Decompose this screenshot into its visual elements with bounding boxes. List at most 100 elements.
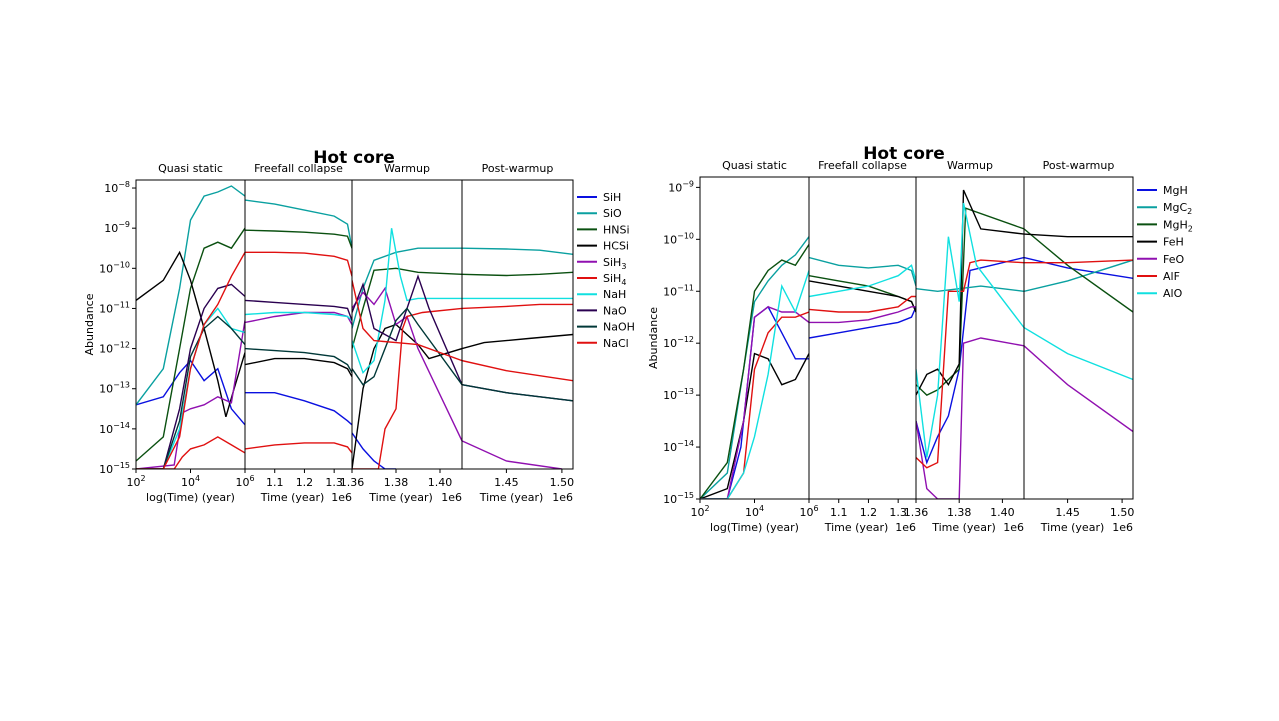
series-line-alo: [809, 264, 916, 298]
y-tick-label: 10−9: [668, 179, 694, 194]
chart-title: Hot core: [313, 148, 395, 168]
x-tick-label: 106: [235, 474, 254, 489]
x-tick-label: 1.40: [428, 476, 453, 489]
series-line-sih: [245, 392, 352, 426]
series-line-mgc2: [809, 256, 916, 287]
series-line-mgc2: [916, 285, 1024, 293]
chart-2: Hot core Abundance 10−15 10−14 10−13 10−12 10−…: [647, 144, 1193, 534]
series-line-sih4: [462, 303, 573, 310]
series-line-mgc2: [700, 236, 809, 499]
panel-label: Quasi static: [158, 162, 223, 175]
series-line-feh: [916, 189, 1024, 396]
chart-title: Hot core: [863, 144, 945, 164]
chart-1: Hot core Abundance 10−15 10−14 10−13 10−12 10−…: [83, 148, 635, 504]
y-tick-label: 10−10: [99, 260, 130, 275]
series-line-sih4: [352, 307, 462, 469]
x-offset-label: 1e6: [331, 491, 352, 504]
panel-label: Freefall collapse: [254, 162, 343, 175]
series-line-nacl: [245, 251, 352, 277]
y-tick-label: 10−15: [663, 491, 694, 506]
y-tick-label: 10−13: [663, 387, 694, 402]
series-line-sio: [245, 199, 352, 249]
series-line-alf: [809, 295, 916, 313]
y-axis-label: Abundance: [647, 307, 660, 369]
x-tick-label: 1.1: [830, 506, 848, 519]
series-line-nah: [136, 307, 245, 469]
legend-label: SiH: [603, 191, 621, 204]
y-axis-label: Abundance: [83, 293, 96, 355]
panel-frame: [351, 179, 463, 470]
legend-label: SiH4: [603, 272, 626, 287]
legend-label: FeH: [1163, 236, 1184, 249]
series-line-sih4: [245, 442, 352, 454]
legend-label: NaCl: [603, 337, 629, 350]
series-line-hcsi: [462, 333, 573, 350]
panel-frame: [461, 179, 574, 470]
series-line-sih3: [352, 286, 462, 442]
x-axis-label: Time (year): [260, 491, 325, 504]
series-line-feo: [916, 337, 1024, 499]
x-offset-label: 1e6: [1112, 521, 1133, 534]
x-offset-label: 1e6: [895, 521, 916, 534]
legend-label: MgH2: [1163, 218, 1193, 233]
series-line-sio: [462, 247, 573, 255]
x-tick-label: 1.40: [990, 506, 1015, 519]
series-line-hnsi: [136, 227, 245, 462]
x-offset-label: 1e6: [1003, 521, 1024, 534]
x-axis-label: log(Time) (year): [710, 521, 799, 534]
series-line-feh: [809, 280, 916, 313]
series-line-feo: [1024, 345, 1133, 433]
x-axis-label: log(Time) (year): [146, 491, 235, 504]
series-line-mgh: [1024, 256, 1133, 279]
x-tick-label: 104: [181, 474, 200, 489]
panel-label: Freefall collapse: [818, 159, 907, 172]
series-line-alo: [1024, 326, 1133, 381]
series-line-alo: [916, 202, 1024, 458]
series-line-hnsi: [352, 267, 462, 349]
series-line-sio: [136, 185, 245, 406]
x-tick-label: 106: [799, 504, 818, 519]
series-line-hcsi: [245, 357, 352, 378]
x-offset-label: 1e6: [441, 491, 462, 504]
panel-frame: [699, 176, 810, 500]
series-line-alf: [700, 311, 809, 499]
legend-label: SiH3: [603, 256, 626, 271]
series-line-sih3: [136, 320, 245, 469]
series-line-alo: [700, 270, 809, 499]
series-line-feo: [700, 306, 809, 499]
x-axis-label: Time (year): [1040, 521, 1105, 534]
x-tick-label: 1.1: [266, 476, 284, 489]
x-tick-label: 1.38: [947, 506, 972, 519]
series-line-feh: [700, 352, 809, 499]
x-tick-label: 104: [745, 504, 764, 519]
series-line-mgc2: [1024, 259, 1133, 292]
legend-label: AlO: [1163, 287, 1183, 300]
x-tick-label: 1.45: [494, 476, 519, 489]
panel-warmup: Warmup 1.36 1.38 1.40 Time (year) 1e6: [904, 159, 1025, 534]
y-tick-label: 10−8: [104, 180, 130, 195]
panel-post-warmup: Post-warmup 1.45 1.50 Time (year) 1e6: [461, 162, 574, 504]
series-line-mgh: [809, 306, 916, 339]
series-line-mgh2: [700, 244, 809, 499]
series-line-nacl: [352, 280, 462, 362]
series-line-nacl: [462, 359, 573, 382]
series-line-alf: [916, 259, 1024, 469]
y-tick-label: 10−11: [663, 283, 694, 298]
x-axis-label: Time (year): [931, 521, 996, 534]
legend-label: SiO: [603, 207, 622, 220]
x-tick-label: 102: [690, 504, 709, 519]
panel-label: Quasi static: [722, 159, 787, 172]
legend-label: FeO: [1163, 253, 1184, 266]
y-tick-label: 10−12: [99, 341, 130, 356]
series-line-feh: [1024, 233, 1133, 238]
x-tick-label: 1.45: [1055, 506, 1080, 519]
x-tick-label: 1.36: [904, 506, 929, 519]
series-line-hcsi: [136, 250, 245, 417]
series-line-mgh: [700, 305, 809, 499]
series-line-nacl: [136, 251, 245, 469]
y-tick-label: 10−13: [99, 381, 130, 396]
x-tick-label: 102: [126, 474, 145, 489]
